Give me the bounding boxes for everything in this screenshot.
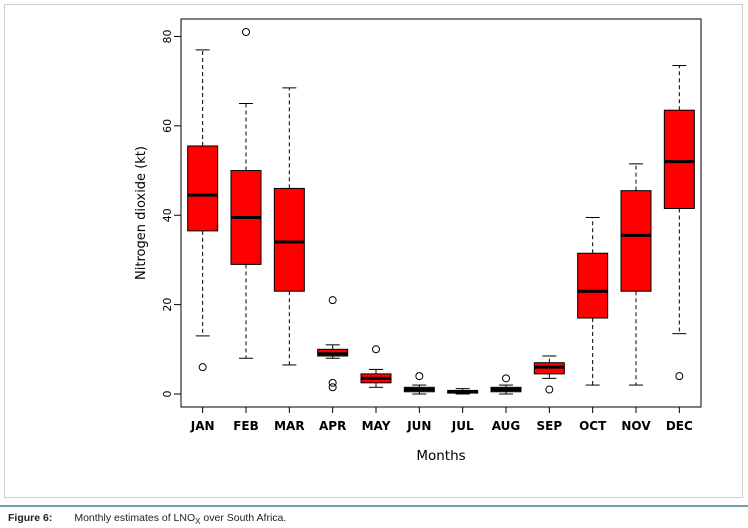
outlier-point xyxy=(198,363,207,372)
x-tick-label: DEC xyxy=(666,419,693,433)
caption-subscript: X xyxy=(195,517,201,527)
box-FEB xyxy=(230,28,262,359)
boxplot-chart: 0 20 40 60 80 Nitrogen dioxide (kt) JAN FEB MAR A… xyxy=(134,18,702,464)
x-axis-title: Months xyxy=(416,448,465,464)
x-tick-label: JUN xyxy=(406,419,431,433)
box-NOV xyxy=(620,163,652,386)
box-OCT xyxy=(577,216,609,386)
figure-image-frame: 0 20 40 60 80 Nitrogen dioxide (kt) JAN FEB MAR A… xyxy=(4,4,743,498)
box-JAN xyxy=(187,49,219,372)
box-MAY xyxy=(360,345,392,388)
x-tick-label: FEB xyxy=(233,419,259,433)
outlier-point xyxy=(328,378,337,387)
x-tick-label: OCT xyxy=(579,419,607,433)
x-tick-label: APR xyxy=(319,419,346,433)
y-axis-title: Nitrogen dioxide (kt) xyxy=(134,146,149,280)
outlier-point xyxy=(502,374,510,383)
outlier-point xyxy=(242,28,250,36)
box-SEP xyxy=(533,355,565,394)
outlier-point xyxy=(372,345,380,354)
box-JUL xyxy=(447,388,479,395)
y-tick-label: 0 xyxy=(161,391,174,398)
outlier-point xyxy=(328,383,337,392)
x-tick-label: SEP xyxy=(537,419,563,433)
y-tick-label: 40 xyxy=(161,208,174,222)
x-axis: JAN FEB MAR APR MAY JUN JUL AUG SEP OCT NOV DEC Mont… xyxy=(190,407,693,464)
x-tick-label: AUG xyxy=(492,419,521,433)
x-tick-label: JAN xyxy=(190,419,215,433)
y-axis: 0 20 40 60 80 Nitrogen dioxide (kt) xyxy=(134,29,181,398)
box-JUN xyxy=(403,372,435,395)
figure-caption: Figure 6: Monthly estimates of LNOX over … xyxy=(8,512,740,526)
x-tick-label: MAR xyxy=(274,419,304,433)
caption-text-pre: Monthly estimates of LNO xyxy=(74,512,196,524)
figure-caption-text: Monthly estimates of LNOX over South Afr… xyxy=(74,512,287,527)
y-tick-label: 20 xyxy=(161,298,174,312)
outlier-point xyxy=(675,372,684,381)
box-DEC xyxy=(663,65,695,381)
caption-divider xyxy=(0,505,748,507)
x-tick-label: JUL xyxy=(451,419,474,433)
box-AUG xyxy=(490,374,522,395)
box-APR xyxy=(317,296,349,392)
y-tick-label: 60 xyxy=(161,119,174,133)
x-tick-label: NOV xyxy=(621,419,651,433)
outlier-point xyxy=(545,385,554,394)
outlier-point xyxy=(328,296,337,305)
y-tick-label: 80 xyxy=(161,29,174,43)
caption-text-post: over South Africa. xyxy=(200,512,287,524)
box-MAR xyxy=(273,87,305,366)
figure-caption-label: Figure 6: xyxy=(8,512,53,524)
outlier-point xyxy=(415,372,424,381)
x-tick-label: MAY xyxy=(362,419,391,433)
plot-frame xyxy=(180,18,702,408)
